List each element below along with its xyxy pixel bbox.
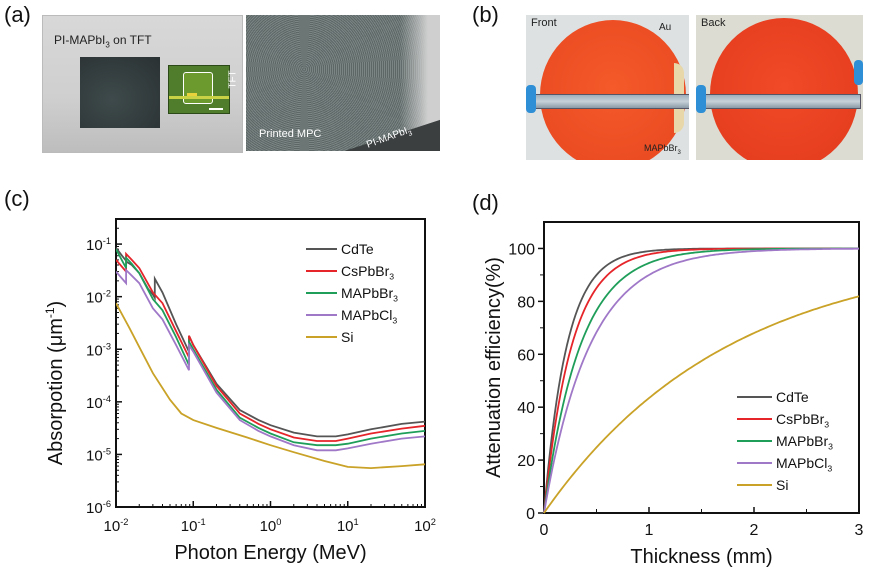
y-tick-label: 100 [508,241,535,258]
y-tick-label: 10-1 [86,236,111,254]
photo1-caption: PI-MAPbI3 on TFT [54,33,152,50]
series-line-mapbbr3 [543,247,859,514]
series-line-cspbbr3 [116,251,425,442]
legend-label: CsPbBr3 [776,411,829,430]
x-axis-label: Photon Energy (MeV) [174,542,366,564]
legend-label: Si [341,329,353,345]
series-line-mapbbr3 [116,248,425,447]
y-tick-label: 10-2 [86,289,111,307]
x-tick-label: 10-2 [104,517,129,535]
series-line-mapbcl3 [543,247,859,514]
wafer-back [710,18,858,160]
absorption-chart: 10-2 10-1 100 101 102 10-6 10-5 10-4 10-3 10-2 10-… [43,218,436,564]
series-line-si [543,295,860,514]
y-tick-label: 0 [526,506,535,523]
y-tick-label: 40 [517,400,535,417]
au-label: Au [659,22,672,33]
y-tick-label: 10-6 [86,499,111,517]
legend-label: CsPbBr3 [341,263,394,282]
y-axis-label: Absorpotion (μm-1) [43,301,67,465]
panel-c-label: (c) [4,186,30,211]
tft-side-label: TFT [227,70,239,89]
legend-label: MAPbCl3 [341,307,397,326]
panel-b-label: (b) [472,2,499,27]
x-tick-label: 10-1 [181,517,206,535]
wafer-front [540,20,686,160]
series-line-cdte [543,247,859,514]
y-tick-label: 20 [517,453,535,470]
attenuation-chart: 0 1 2 3 0 20 40 60 80 100 Thickness (mm) Attenuatio… [483,221,864,568]
wafer-back-photo: Back [696,15,863,160]
printed-mpc-photo: Printed MPC PI-MAPbI3 [246,15,440,151]
x-tick-label: 0 [540,522,549,539]
y-tick-label: 10-3 [86,341,111,359]
x-tick-label: 2 [750,522,759,539]
y-axis-label: Attenuation efficiency(%) [483,257,505,478]
series-line-cspbbr3 [543,247,859,514]
y-tick-label: 80 [517,294,535,311]
front-label: Front [531,17,557,29]
x-tick-label: 3 [855,522,864,539]
perovskite-film [80,57,160,128]
y-tick-label: 10-4 [86,394,111,412]
series-line-si [116,302,425,470]
tft-micrograph [168,65,230,114]
legend-label: MAPbBr3 [341,285,398,304]
x-axis-label: Thickness (mm) [630,546,772,568]
x-tick-label: 1 [645,522,654,539]
panel-d-label: (d) [472,190,499,215]
series-line-mapbcl3 [116,267,425,452]
mapbbr-label: MAPbBr3 [644,143,681,156]
y-tick-label: 60 [517,347,535,364]
legend-label: MAPbBr3 [776,433,833,452]
legend-label: Si [776,477,788,493]
back-label: Back [701,17,726,29]
legend-label: CdTe [776,389,809,405]
x-tick-label: 102 [414,517,436,535]
photo2-caption: Printed MPC [259,128,322,140]
x-tick-label: 100 [260,517,282,535]
tft-photo: PI-MAPbI3 on TFT TFT [42,15,243,153]
y-tick-label: 10-5 [86,446,111,464]
panel-a-label: (a) [4,2,31,27]
x-tick-label: 101 [337,517,359,535]
legend-label: MAPbCl3 [776,455,832,474]
ruler [534,94,689,109]
legend-label: CdTe [341,241,374,257]
wafer-front-photo: Front Au MAPbBr3 [526,15,689,160]
